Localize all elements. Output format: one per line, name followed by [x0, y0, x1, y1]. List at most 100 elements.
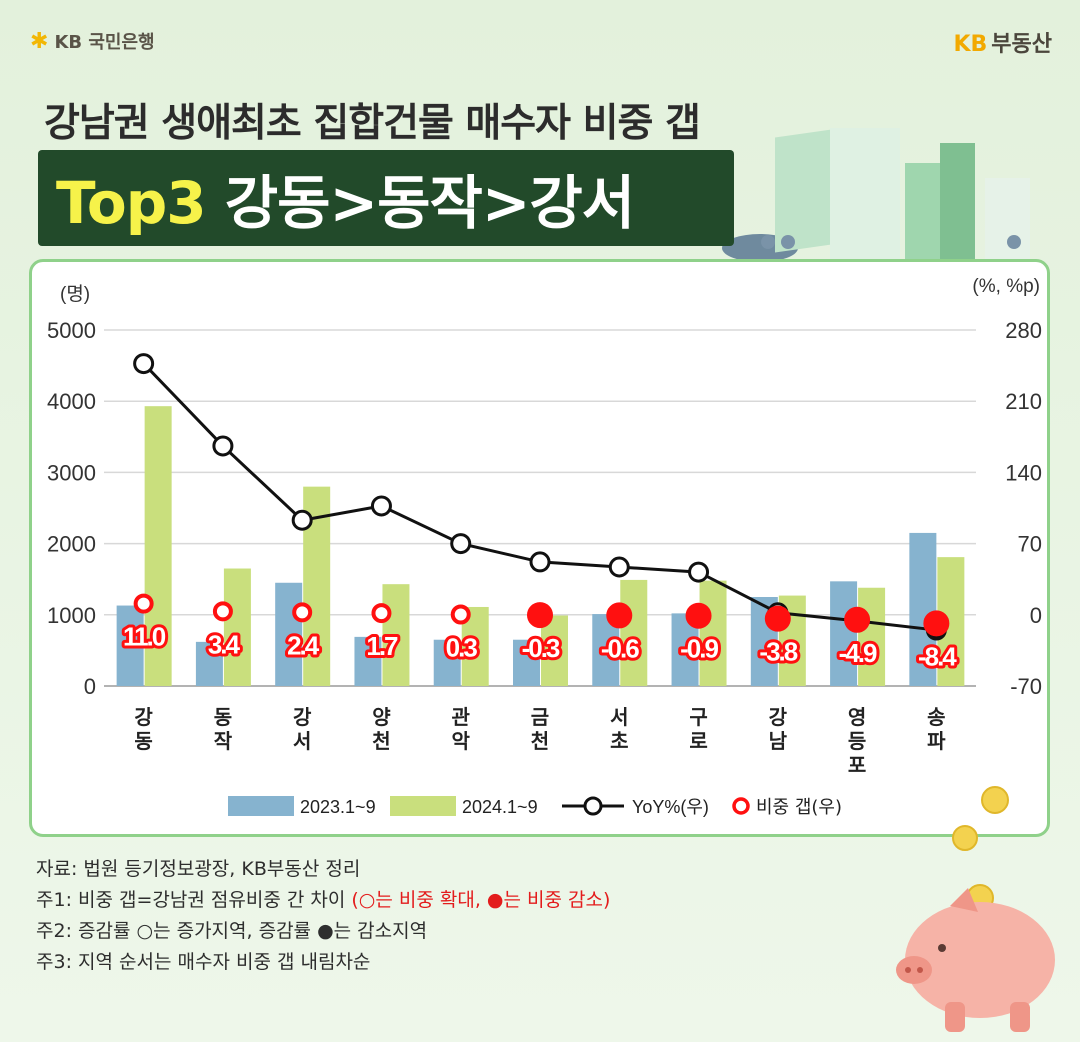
yoy-point — [608, 556, 630, 578]
gap-data-label: -3.8 — [759, 637, 797, 667]
bar-2023 — [513, 639, 540, 686]
note-1-text: 주1: 비중 갭=강남권 점유비중 간 차이 — [36, 889, 352, 911]
yoy-point — [450, 533, 472, 555]
legend-swatch-yoy-point — [583, 796, 603, 816]
bar-2023 — [116, 605, 144, 686]
x-tick-label: 금 — [531, 705, 549, 729]
bar-2024 — [858, 587, 886, 686]
note-1: 주1: 비중 갭=강남권 점유비중 간 차이 (○는 비중 확대, ●는 비중 … — [36, 885, 610, 916]
bar-2024 — [144, 406, 172, 686]
x-tick-label: 천 — [531, 729, 549, 753]
city-illustration — [722, 128, 1030, 263]
legend-label-gap: 비중 갭(우) — [756, 797, 842, 818]
x-tick-label: 동 — [134, 729, 152, 753]
x-tick-label: 로 — [689, 729, 707, 753]
bar-2023 — [909, 532, 937, 686]
yoy-point — [291, 509, 313, 531]
gap-marker — [764, 605, 791, 632]
gap-marker — [527, 602, 553, 629]
x-tick-label: 송 — [927, 705, 945, 729]
kb-star-icon: ✱ — [30, 28, 49, 54]
yoy-point — [688, 561, 710, 583]
x-tick-label: 천 — [372, 729, 390, 753]
yoy-point — [370, 495, 392, 517]
x-tick-label: 강 — [134, 705, 153, 729]
note-2: 주2: 증감률 ○는 증가지역, 증감률 ●는 감소지역 — [36, 920, 428, 942]
notes: 자료: 법원 등기정보광장, KB부동산 정리 주1: 비중 갭=강남권 점유비… — [36, 854, 610, 978]
legend-swatch-2023 — [228, 796, 294, 816]
y-right-tick-label: 0 — [1030, 603, 1042, 628]
x-tick-label: 서 — [610, 705, 628, 729]
x-tick-label: 서 — [293, 729, 311, 753]
note-source: 자료: 법원 등기정보광장, KB부동산 정리 — [36, 858, 361, 880]
note-1-red: (○는 비중 확대, ●는 비중 감소) — [351, 889, 611, 911]
legend-label-2024: 2024.1~9 — [462, 797, 538, 817]
x-tick-label: 양 — [372, 705, 391, 729]
y-right-tick-label: 280 — [1005, 318, 1042, 343]
x-tick-label: 악 — [452, 729, 471, 753]
yoy-point — [212, 435, 234, 457]
y-left-tick-label: 2000 — [47, 532, 96, 557]
x-tick-label: 강 — [769, 705, 788, 729]
gap-marker — [133, 593, 154, 614]
gap-data-label: 1.7 — [366, 631, 398, 661]
y-right-tick-label: -70 — [1010, 674, 1042, 699]
note-3: 주3: 지역 순서는 매수자 비중 갭 내림차순 — [36, 951, 371, 973]
title-line2: Top3 강동>동작>강서 — [56, 156, 635, 240]
title-line1: 강남권 생애최초 집합건물 매수자 비중 갭 — [44, 101, 701, 146]
gap-marker — [371, 603, 392, 624]
x-tick-label: 강 — [293, 705, 312, 729]
gap-marker — [212, 601, 233, 622]
gap-data-label: -0.9 — [680, 634, 718, 664]
bar-2023 — [195, 641, 223, 686]
x-tick-label: 초 — [610, 729, 628, 753]
x-tick-label: 동 — [214, 705, 232, 729]
gap-data-label: 2.4 — [287, 630, 320, 660]
legend-swatch-2024 — [390, 796, 456, 816]
bar-2024 — [382, 584, 410, 686]
piggy-bank-icon — [896, 786, 1055, 1032]
x-tick-label: 남 — [769, 729, 788, 753]
gap-marker — [844, 606, 871, 633]
y-right-unit: (%, %p) — [972, 276, 1040, 297]
title-highlight: Top3 — [56, 169, 207, 237]
y-left-tick-label: 5000 — [47, 318, 96, 343]
gap-marker — [685, 602, 712, 629]
x-tick-label: 작 — [214, 729, 233, 753]
y-right-tick-label: 140 — [1005, 460, 1042, 485]
y-left-tick-label: 0 — [84, 674, 96, 699]
yoy-point — [529, 551, 551, 573]
bar-2023 — [275, 582, 303, 686]
chart-panel — [29, 259, 1050, 837]
kb-real-estate-logo: KB 부동산 — [953, 26, 1052, 58]
y-left-tick-label: 1000 — [47, 603, 96, 628]
gap-marker — [606, 602, 633, 629]
gap-data-label: -4.9 — [839, 638, 877, 668]
x-tick-label: 파 — [927, 729, 946, 753]
bar-2024 — [620, 579, 648, 686]
yoy-point — [133, 353, 155, 375]
x-tick-label: 구 — [689, 705, 707, 729]
gap-data-label: -0.3 — [522, 633, 560, 663]
y-right-tick-label: 210 — [1005, 389, 1042, 414]
bar-2024 — [699, 580, 727, 686]
bar-2023 — [433, 639, 461, 686]
kb-kookmin-bank-logo: ✱ KB 국민은행 — [30, 28, 155, 54]
gap-data-label: -8.4 — [918, 641, 957, 671]
y-right-tick-label: 70 — [1018, 532, 1042, 557]
gap-marker — [292, 602, 313, 623]
legend-swatch-gap — [732, 797, 750, 815]
brand-right-kb: KB — [953, 32, 988, 57]
legend-label-yoy: YoY%(우) — [632, 797, 709, 817]
bar-2024 — [541, 615, 568, 686]
x-tick-label: 관 — [452, 705, 471, 729]
bar-2023 — [354, 636, 382, 686]
gap-data-label: 11.0 — [123, 622, 166, 652]
title-box — [38, 150, 734, 246]
bar-2024 — [223, 568, 251, 686]
yoy-line — [142, 362, 937, 632]
gap-marker — [923, 610, 950, 637]
x-tick-label: 등 — [848, 729, 866, 753]
brand-left-text: KB 국민은행 — [54, 32, 155, 53]
